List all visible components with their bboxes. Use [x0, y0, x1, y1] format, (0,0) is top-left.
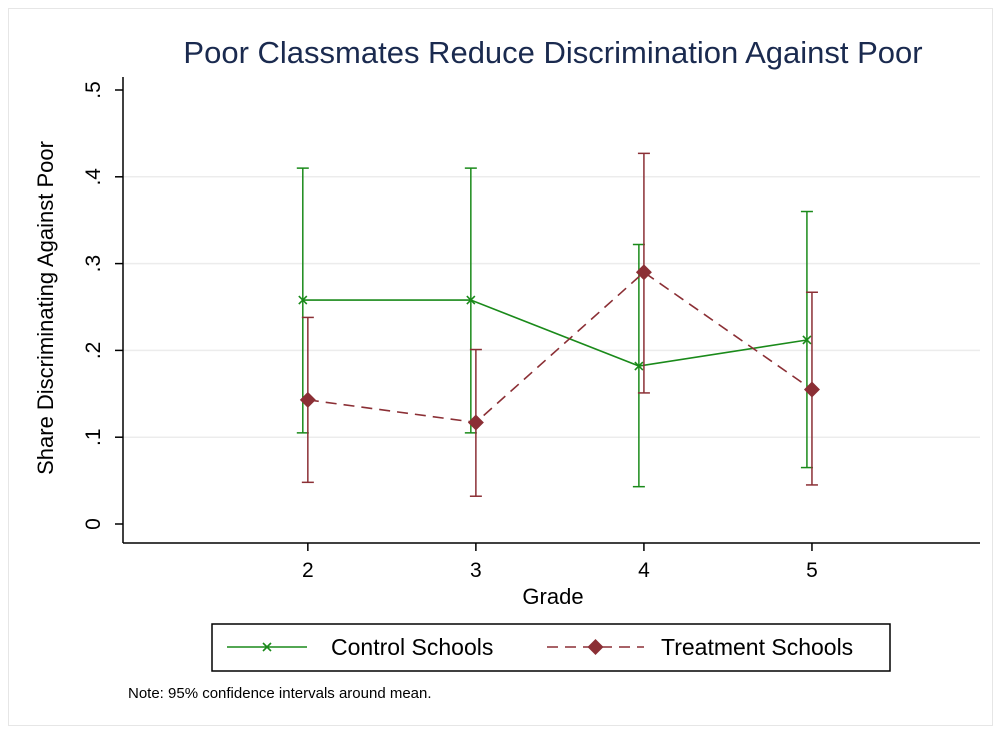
y-tick-label: .3: [82, 255, 105, 273]
axes: [122, 77, 980, 544]
marker-stroke: [262, 642, 272, 652]
gridlines: [123, 176, 980, 438]
legend-marker: [262, 642, 272, 652]
marker-stroke: [634, 361, 644, 371]
marker-stroke: [802, 335, 812, 345]
y-tick-label: 0: [82, 518, 105, 530]
data-point: [299, 391, 316, 408]
chart-frame: [8, 8, 993, 726]
series-layer: [296, 152, 820, 497]
y-tick-label: .5: [82, 81, 105, 99]
chart-title: Poor Classmates Reduce Discrimination Ag…: [183, 35, 922, 70]
data-point: [802, 335, 812, 345]
legend-label: Treatment Schools: [661, 634, 853, 660]
marker-stroke: [466, 295, 476, 305]
data-point: [803, 381, 820, 398]
x-tick-label: 4: [638, 559, 650, 582]
x-ticks: 2 3 4 5: [302, 543, 818, 582]
y-axis-label: Share Discriminating Against Poor: [33, 141, 58, 475]
legend-marker: [587, 639, 604, 655]
legend-item-2: Treatment Schools: [547, 634, 853, 660]
y-tick-label: .4: [82, 168, 105, 186]
series-line: [302, 299, 808, 367]
marker-stroke: [298, 295, 308, 305]
legend: Control Schools Treatment Schools: [211, 623, 891, 672]
x-tick-label: 5: [806, 559, 818, 582]
data-point: [466, 295, 476, 305]
data-point: [467, 414, 484, 431]
series-2: [299, 152, 820, 497]
data-point: [634, 361, 644, 371]
x-axis-label: Grade: [522, 584, 583, 609]
x-tick-label: 2: [302, 559, 314, 582]
data-point: [635, 264, 652, 281]
series-1: [296, 167, 813, 488]
chart-note: Note: 95% confidence intervals around me…: [128, 685, 432, 702]
legend-item-1: Control Schools: [227, 634, 493, 660]
y-tick-label: .2: [82, 342, 105, 360]
data-point: [298, 295, 308, 305]
x-tick-label: 3: [470, 559, 482, 582]
legend-label: Control Schools: [331, 634, 493, 660]
y-tick-label: .1: [82, 428, 105, 446]
y-ticks: 0 .1 .2 .3 .4 .5: [82, 81, 123, 530]
series-line: [307, 271, 813, 424]
